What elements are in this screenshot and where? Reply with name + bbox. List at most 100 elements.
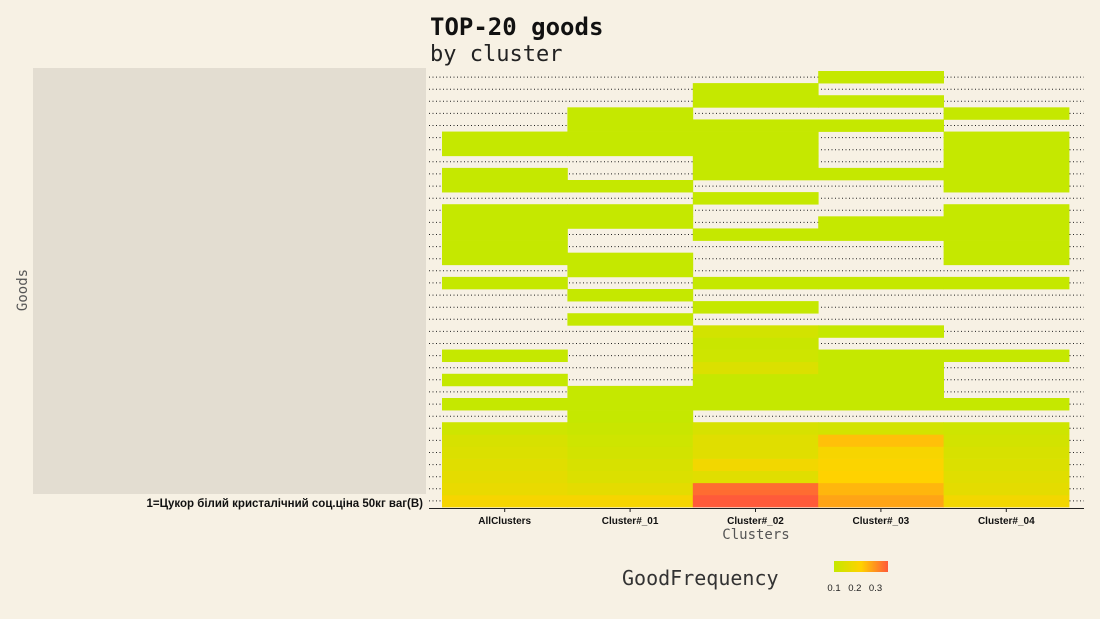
- heatmap-cell-r1-c3: [692, 494, 819, 508]
- heatmap-cell-r31-c3: [692, 131, 819, 145]
- y-tick-label-row-36: 1=Цукор білий кристалічний соц.ціна 50кг…: [146, 498, 423, 510]
- legend-ticks: 0.1 0.2 0.3: [827, 583, 882, 594]
- heatmap-cell-r25-c5: [943, 204, 1070, 217]
- heatmap-cell-r29-c3: [692, 155, 819, 169]
- heatmap-cell-r15-c3: [692, 325, 819, 338]
- heatmap-cell-r6-c2: [567, 434, 694, 447]
- x-tick-label-5: Cluster#_04: [978, 516, 1035, 527]
- heatmap-cell-r9-c1: [442, 398, 568, 411]
- legend-tick-label-1: 0.1: [827, 583, 840, 594]
- legend-tick-label-3: 0.3: [869, 583, 882, 594]
- heatmap-cell-r33-c2: [567, 107, 694, 120]
- heatmap-cells: [442, 71, 1070, 508]
- heatmap-cell-r13-c1: [442, 349, 568, 363]
- heatmap-cell-r1-c1: [442, 494, 568, 508]
- heatmap-cell-r1-c5: [943, 494, 1070, 508]
- heatmap-cell-r23-c5: [943, 228, 1070, 241]
- heatmap-cell-r24-c4: [818, 216, 944, 229]
- heatmap-cell-r1-c2: [567, 494, 694, 508]
- heatmap-cell-r32-c3: [692, 119, 819, 132]
- heatmap-cell-r34-c4: [818, 95, 944, 108]
- heatmap-cell-r30-c3: [692, 143, 819, 157]
- heatmap-cell-r3-c4: [818, 470, 944, 484]
- heatmap-cell-r2-c4: [818, 482, 944, 496]
- heatmap-cell-r23-c3: [692, 228, 819, 241]
- heatmap-cell-r4-c1: [442, 458, 568, 472]
- heatmap-cell-r18-c2: [567, 289, 694, 302]
- chart-title: TOP-20 goods: [430, 13, 603, 41]
- heatmap-cell-r5-c1: [442, 446, 568, 459]
- heatmap-cell-r23-c1: [442, 228, 568, 241]
- heatmap-cell-r3-c5: [943, 470, 1070, 484]
- x-tick-label-3: Cluster#_02: [727, 516, 784, 527]
- heatmap-cell-r4-c5: [943, 458, 1070, 472]
- heatmap-cell-r31-c1: [442, 131, 568, 145]
- x-tick-label-4: Cluster#_03: [853, 516, 910, 527]
- heatmap-cell-r30-c1: [442, 143, 568, 157]
- heatmap-cell-r36-c4: [818, 71, 944, 84]
- heatmap-cell-r5-c4: [818, 446, 944, 459]
- heatmap-cell-r5-c5: [943, 446, 1070, 459]
- heatmap-cell-r17-c3: [692, 301, 819, 314]
- heatmap-cell-r28-c4: [818, 167, 944, 181]
- x-tick-label-2: Cluster#_01: [602, 516, 659, 527]
- heatmap-cell-r10-c3: [692, 385, 819, 399]
- heatmap-cell-r6-c5: [943, 434, 1070, 447]
- heatmap-cell-r27-c2: [567, 180, 694, 193]
- heatmap-cell-r19-c3: [692, 276, 819, 290]
- heatmap-cell-r13-c4: [818, 349, 944, 363]
- heatmap-cell-r10-c4: [818, 385, 944, 399]
- heatmap-cell-r1-c4: [818, 494, 944, 508]
- x-tick-label-1: AllClusters: [478, 516, 531, 527]
- heatmap-cell-r13-c3: [692, 349, 819, 363]
- heatmap-cell-r25-c1: [442, 204, 568, 217]
- heatmap-cell-r24-c1: [442, 216, 568, 229]
- heatmap-cell-r19-c5: [943, 276, 1070, 290]
- heatmap-cell-r25-c2: [567, 204, 694, 217]
- heatmap-cell-r34-c3: [692, 95, 819, 108]
- heatmap-cell-r32-c4: [818, 119, 944, 132]
- heatmap-cell-r29-c5: [943, 155, 1070, 169]
- heatmap-cell-r11-c1: [442, 373, 568, 387]
- y-axis-title: Goods: [15, 269, 31, 311]
- heatmap-cell-r2-c1: [442, 482, 568, 496]
- chart-subtitle: by cluster: [430, 42, 562, 67]
- heatmap-cell-r8-c2: [567, 410, 694, 423]
- heatmap-cell-r14-c3: [692, 337, 819, 350]
- heatmap-cell-r27-c1: [442, 180, 568, 193]
- heatmap-cell-r11-c3: [692, 373, 819, 387]
- heatmap-cell-r16-c2: [567, 313, 694, 326]
- heatmap-cell-r35-c3: [692, 83, 819, 96]
- heatmap-cell-r30-c5: [943, 143, 1070, 157]
- heatmap-cell-r6-c3: [692, 434, 819, 447]
- heatmap-cell-r28-c3: [692, 167, 819, 181]
- heatmap-cell-r4-c3: [692, 458, 819, 472]
- heatmap-cell-r11-c4: [818, 373, 944, 387]
- heatmap-cell-r6-c4: [818, 434, 944, 447]
- heatmap-cell-r9-c5: [943, 398, 1070, 411]
- heatmap-cell-r23-c4: [818, 228, 944, 241]
- heatmap-cell-r28-c1: [442, 167, 568, 181]
- heatmap-cell-r19-c1: [442, 276, 568, 290]
- heatmap-cell-r15-c4: [818, 325, 944, 338]
- heatmap-cell-r21-c1: [442, 252, 568, 266]
- heatmap-cell-r28-c5: [943, 167, 1070, 181]
- heatmap-cell-r27-c5: [943, 180, 1070, 193]
- heatmap-cell-r4-c4: [818, 458, 944, 472]
- heatmap-cell-r30-c2: [567, 143, 694, 157]
- x-axis-title: Clusters: [722, 527, 789, 543]
- heatmap-cell-r19-c4: [818, 276, 944, 290]
- heatmap-cell-r12-c3: [692, 361, 819, 375]
- heatmap-cell-r33-c5: [943, 107, 1070, 120]
- heatmap-cell-r22-c1: [442, 240, 568, 254]
- heatmap-cell-r31-c5: [943, 131, 1070, 145]
- heatmap-cell-r7-c5: [943, 422, 1070, 435]
- heatmap-cell-r3-c3: [692, 470, 819, 484]
- heatmap-cell-r24-c5: [943, 216, 1070, 229]
- heatmap-cell-r10-c2: [567, 385, 694, 399]
- heatmap-cell-r32-c2: [567, 119, 694, 132]
- heatmap-cell-r3-c1: [442, 470, 568, 484]
- heatmap-cell-r9-c2: [567, 398, 694, 411]
- heatmap-cell-r7-c2: [567, 422, 694, 435]
